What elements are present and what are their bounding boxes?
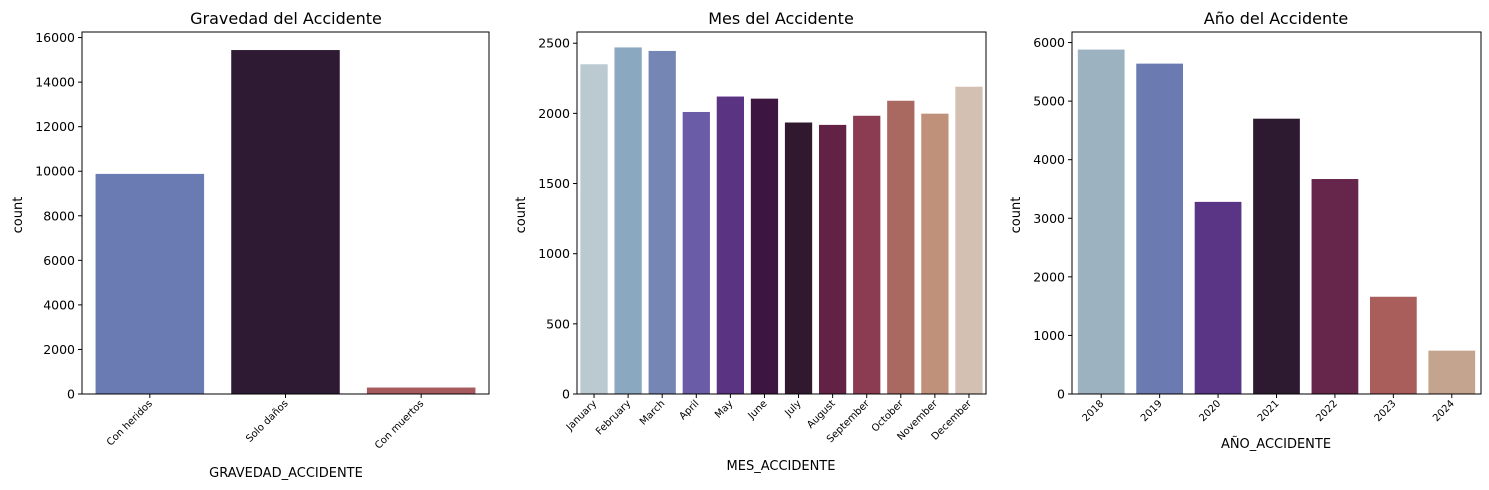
- y-tick-label: 5000: [1033, 94, 1065, 109]
- y-tick-label: 2500: [538, 36, 570, 51]
- y-tick-label: 1000: [538, 246, 570, 261]
- bar: [784, 122, 813, 394]
- bar: [1194, 201, 1242, 394]
- x-tick-label: Con heridos: [105, 398, 155, 448]
- bar: [853, 115, 881, 395]
- chart-title: Gravedad del Accidente: [190, 9, 382, 28]
- bar: [648, 50, 676, 394]
- bar: [750, 98, 779, 395]
- x-tick-label: 2022: [1314, 398, 1340, 424]
- x-tick-label: June: [746, 398, 770, 422]
- x-tick-label: April: [677, 398, 701, 422]
- bar: [921, 113, 949, 394]
- y-tick-label: 2000: [1033, 269, 1065, 284]
- bar: [231, 50, 340, 394]
- y-tick-label: 4000: [43, 297, 75, 312]
- y-axis-label: count: [11, 197, 26, 234]
- y-tick-label: 6000: [43, 253, 75, 268]
- bar: [1311, 179, 1359, 394]
- bar: [1077, 49, 1125, 394]
- x-tick-label: 2018: [1081, 398, 1107, 424]
- x-tick-label: March: [638, 398, 667, 427]
- chart-title: Año del Accidente: [1204, 9, 1348, 28]
- x-tick-label: Con muertos: [373, 398, 426, 451]
- x-axis-label: GRAVEDAD_ACCIDENTE: [209, 466, 363, 481]
- x-axis-label: AÑO_ACCIDENTE: [1221, 436, 1331, 452]
- bar: [580, 64, 608, 395]
- y-axis-label: count: [1009, 197, 1024, 234]
- y-tick-label: 1000: [1033, 328, 1065, 343]
- x-tick-label: February: [594, 398, 633, 437]
- bar: [1369, 296, 1417, 394]
- x-tick-label: August: [805, 398, 838, 431]
- x-axis-label: MES_ACCIDENTE: [727, 459, 836, 474]
- y-tick-label: 12000: [35, 119, 75, 134]
- bar: [614, 47, 642, 395]
- x-tick-label: 2021: [1256, 398, 1282, 424]
- y-axis-label: count: [514, 197, 529, 234]
- y-tick-label: 500: [546, 316, 570, 331]
- chart-title: Mes del Accidente: [708, 9, 854, 28]
- y-tick-label: 2000: [538, 106, 570, 121]
- bar: [1428, 350, 1476, 394]
- x-tick-label: May: [713, 398, 735, 420]
- y-tick-label: 4000: [1033, 152, 1065, 167]
- chart-panel-severity: Gravedad del Accidente GRAVEDAD_ACCIDENT…: [11, 9, 490, 481]
- bar: [682, 111, 710, 394]
- x-tick-label: Solo daños: [244, 398, 290, 444]
- bar: [955, 86, 983, 394]
- x-tick-label: 2020: [1197, 398, 1223, 424]
- x-tick-label: 2019: [1139, 398, 1165, 424]
- y-tick-label: 0: [1057, 387, 1065, 402]
- bar: [95, 173, 205, 394]
- x-tick-label: 2024: [1431, 398, 1457, 424]
- y-tick-label: 14000: [35, 75, 75, 90]
- y-tick-label: 10000: [35, 164, 75, 179]
- y-tick-label: 2000: [43, 342, 75, 357]
- bar: [818, 124, 847, 394]
- bar: [1253, 118, 1300, 394]
- y-tick-label: 0: [67, 387, 75, 402]
- y-tick-label: 1500: [538, 176, 570, 191]
- y-tick-label: 3000: [1033, 211, 1065, 226]
- bar: [716, 96, 745, 394]
- bar: [887, 100, 915, 394]
- bar: [366, 387, 476, 394]
- y-tick-label: 6000: [1033, 35, 1065, 50]
- chart-panel-year: Año del Accidente AÑO_ACCIDENTE count 0 1…: [1009, 9, 1482, 452]
- y-tick-label: 16000: [35, 30, 75, 45]
- y-tick-label: 8000: [43, 208, 75, 223]
- x-tick-label: January: [564, 398, 599, 433]
- x-tick-label: 2023: [1373, 398, 1399, 424]
- plot-frame: [576, 31, 987, 395]
- y-tick-label: 0: [562, 387, 570, 402]
- bar: [1136, 63, 1184, 394]
- chart-panel-month: Mes del Accidente MES_ACCIDENTE count 0 5…: [514, 9, 987, 474]
- x-tick-label: July: [782, 398, 803, 419]
